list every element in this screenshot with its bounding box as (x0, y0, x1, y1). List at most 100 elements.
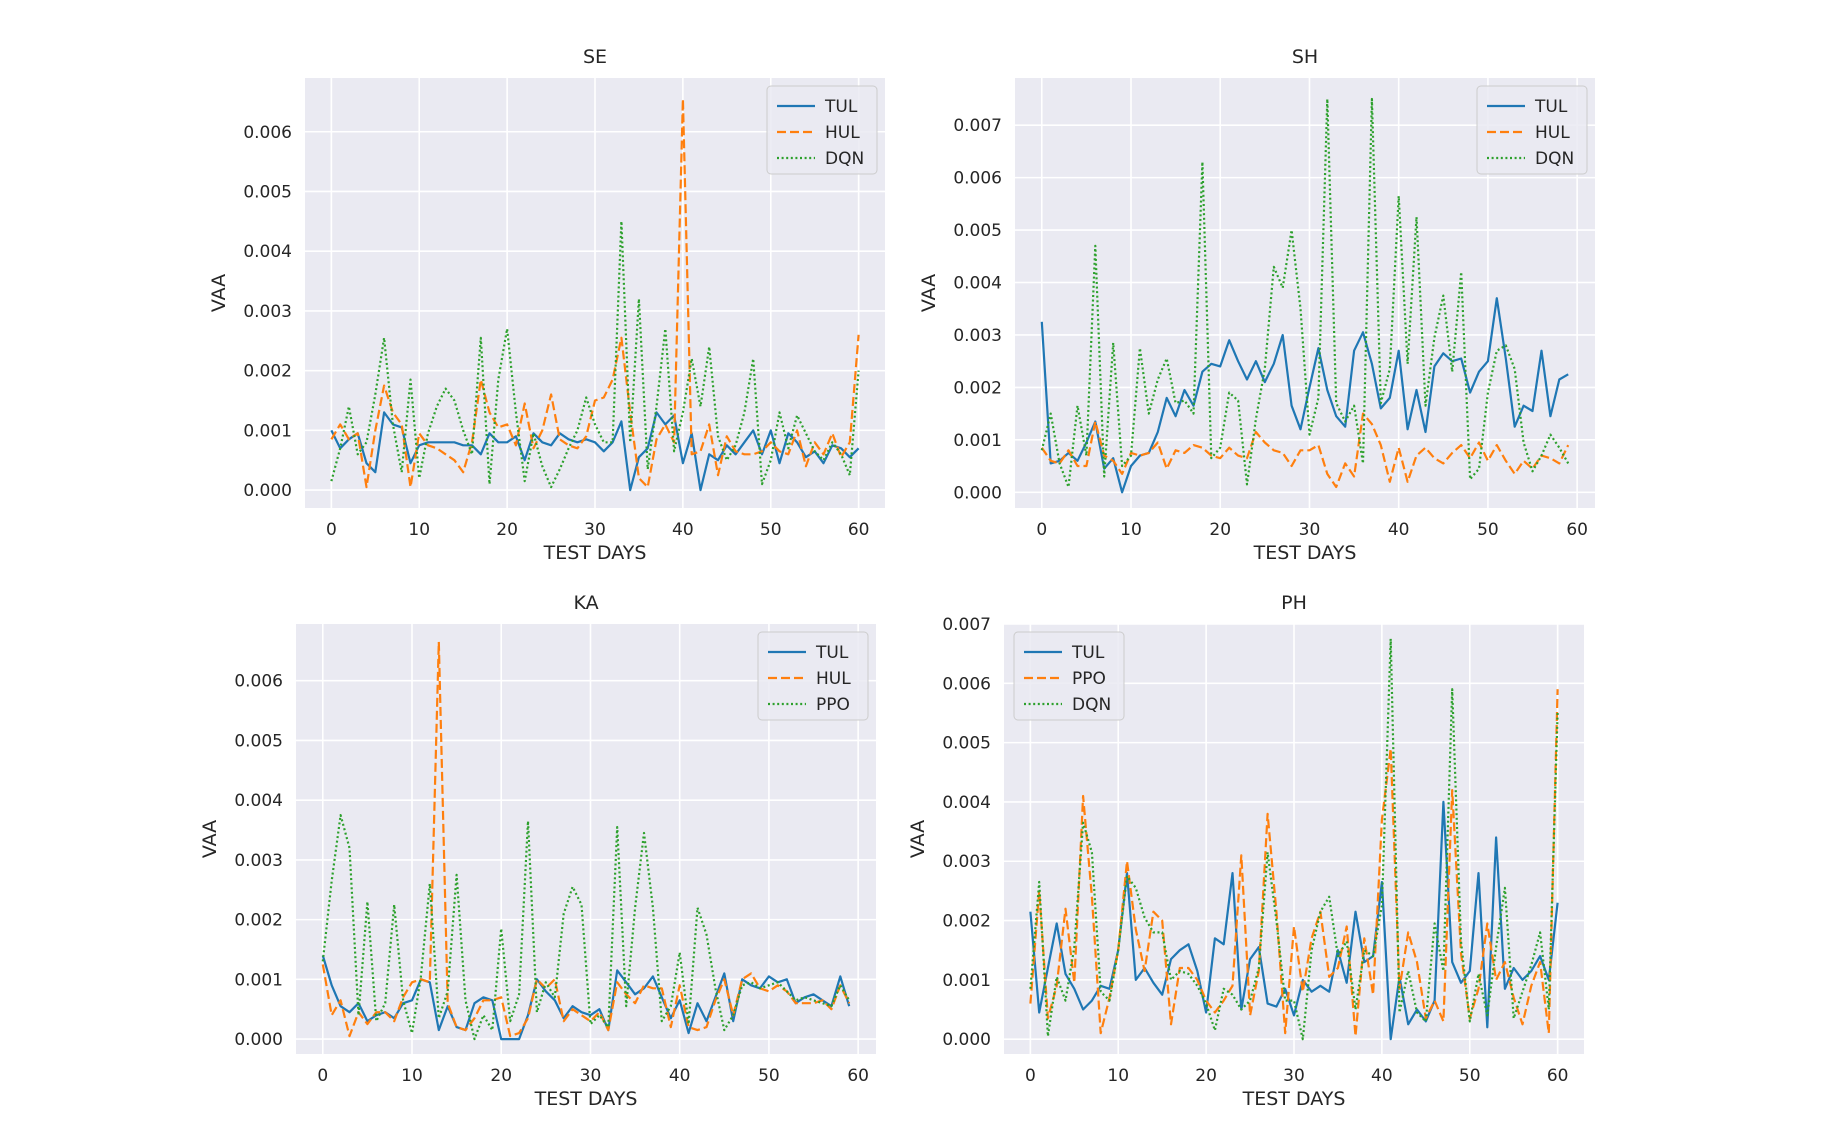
y-tick-label: 0.006 (942, 674, 991, 694)
x-tick-label: 40 (1371, 1066, 1393, 1086)
y-tick-label: 0.005 (243, 182, 292, 202)
x-tick-label: 0 (1036, 520, 1047, 540)
y-tick-label: 0.003 (243, 302, 292, 322)
series-line-tul (330, 411, 860, 492)
y-axis-title: VAA (208, 274, 230, 312)
y-tick-label: 0.005 (953, 221, 1002, 241)
legend-label: DQN (1072, 695, 1111, 715)
y-tick-label: 0.001 (942, 971, 991, 991)
x-tick-label: 50 (760, 520, 782, 540)
x-tick-label: 40 (669, 1066, 691, 1086)
x-axis-title: TEST DAYS (1253, 542, 1357, 564)
x-tick-label: 10 (401, 1066, 423, 1086)
y-tick-label: 0.004 (243, 242, 292, 262)
x-tick-label: 30 (1299, 520, 1321, 540)
y-tick-label: 0.000 (243, 481, 292, 501)
y-tick-label: 0.006 (243, 123, 292, 143)
x-tick-label: 60 (847, 1066, 869, 1086)
y-tick-label: 0.003 (234, 851, 283, 871)
y-axis-title: VAA (918, 274, 940, 312)
x-tick-label: 0 (326, 520, 337, 540)
series-line-hul (1040, 412, 1570, 489)
y-tick-label: 0.002 (243, 362, 292, 382)
y-tick-label: 0.002 (953, 378, 1002, 398)
legend-label: HUL (816, 669, 851, 689)
legend-label: TUL (1071, 643, 1105, 663)
panel-ka: 0 10 20 30 40 50 60 0.000 0.001 0.002 0.003 0.004 0.… (199, 592, 876, 1110)
legend-frame (757, 631, 869, 721)
panel-title: SE (583, 46, 607, 68)
y-tick-label: 0.005 (942, 734, 991, 754)
panel-title: KA (573, 592, 598, 614)
legend-label: PPO (816, 695, 850, 715)
legend-label: TUL (1534, 97, 1568, 117)
legend-label: HUL (1535, 123, 1570, 143)
y-tick-label: 0.002 (234, 911, 283, 931)
x-tick-label: 10 (1120, 520, 1142, 540)
y-tick-label: 0.000 (942, 1030, 991, 1050)
y-axis-title: VAA (199, 820, 221, 858)
x-tick-label: 50 (758, 1066, 780, 1086)
legend-label: DQN (1535, 149, 1574, 169)
legend-frame (766, 85, 878, 175)
y-tick-label: 0.007 (953, 116, 1002, 136)
series-line-tul (1040, 297, 1569, 494)
y-tick-label: 0.003 (953, 326, 1002, 346)
y-axis-title: VAA (907, 820, 929, 858)
x-axis-title: TEST DAYS (1242, 1088, 1346, 1110)
y-tick-label: 0.007 (942, 615, 991, 635)
legend-label: TUL (815, 643, 849, 663)
y-tick-label: 0.001 (243, 421, 292, 441)
y-tick-label: 0.002 (942, 912, 991, 932)
legend-frame (1476, 85, 1588, 175)
y-tick-label: 0.001 (953, 431, 1002, 451)
legend-label: PPO (1072, 669, 1106, 689)
y-tick-label: 0.004 (953, 274, 1002, 294)
y-tick-label: 0.003 (942, 852, 991, 872)
panel-title: PH (1281, 592, 1307, 614)
legend-label: TUL (824, 97, 858, 117)
series-line-hul (330, 97, 860, 489)
x-tick-label: 40 (1388, 520, 1410, 540)
y-tick-label: 0.001 (234, 970, 283, 990)
x-axis-title: TEST DAYS (543, 542, 647, 564)
x-tick-label: 30 (1283, 1066, 1305, 1086)
y-tick-label: 0.004 (234, 791, 283, 811)
y-tick-label: 0.006 (953, 169, 1002, 189)
x-tick-label: 0 (1025, 1066, 1036, 1086)
x-tick-label: 20 (1195, 1066, 1217, 1086)
x-tick-label: 20 (1209, 520, 1231, 540)
x-tick-label: 0 (317, 1066, 328, 1086)
series-line-dqn (330, 220, 860, 489)
y-tick-label: 0.004 (942, 793, 991, 813)
x-tick-label: 30 (580, 1066, 602, 1086)
legend: TUL PPO DQN (1013, 631, 1125, 721)
series-line-dqn (1029, 637, 1559, 1041)
x-tick-label: 20 (490, 1066, 512, 1086)
legend-label: HUL (825, 123, 860, 143)
x-tick-label: 60 (848, 520, 870, 540)
legend-label: DQN (825, 149, 864, 169)
series-line-tul (321, 955, 851, 1041)
panel-ph: 0 10 20 30 40 50 60 0.000 0.001 0.002 0.003 0.004 0.… (907, 592, 1584, 1110)
legend: TUL HUL DQN (1476, 85, 1588, 175)
panel-sh: 0 10 20 30 40 50 60 0.000 0.001 0.002 0.003 0.004 0.… (918, 46, 1595, 564)
y-tick-label: 0.000 (953, 483, 1002, 503)
series-line-hul (321, 640, 851, 1038)
x-tick-label: 60 (1566, 520, 1588, 540)
legend-frame (1013, 631, 1125, 721)
x-tick-label: 10 (408, 520, 430, 540)
y-tick-label: 0.000 (234, 1030, 283, 1050)
x-tick-label: 50 (1459, 1066, 1481, 1086)
panel-se: 0 10 20 30 40 50 60 0.000 0.001 0.002 0.003 0.004 0.… (208, 46, 885, 564)
legend: TUL HUL PPO (757, 631, 869, 721)
x-tick-label: 30 (584, 520, 606, 540)
y-tick-label: 0.005 (234, 731, 283, 751)
panel-title: SH (1292, 46, 1318, 68)
x-tick-label: 20 (496, 520, 518, 540)
x-axis-title: TEST DAYS (534, 1088, 638, 1110)
x-tick-label: 10 (1107, 1066, 1129, 1086)
y-tick-label: 0.006 (234, 672, 283, 692)
x-tick-label: 50 (1477, 520, 1499, 540)
